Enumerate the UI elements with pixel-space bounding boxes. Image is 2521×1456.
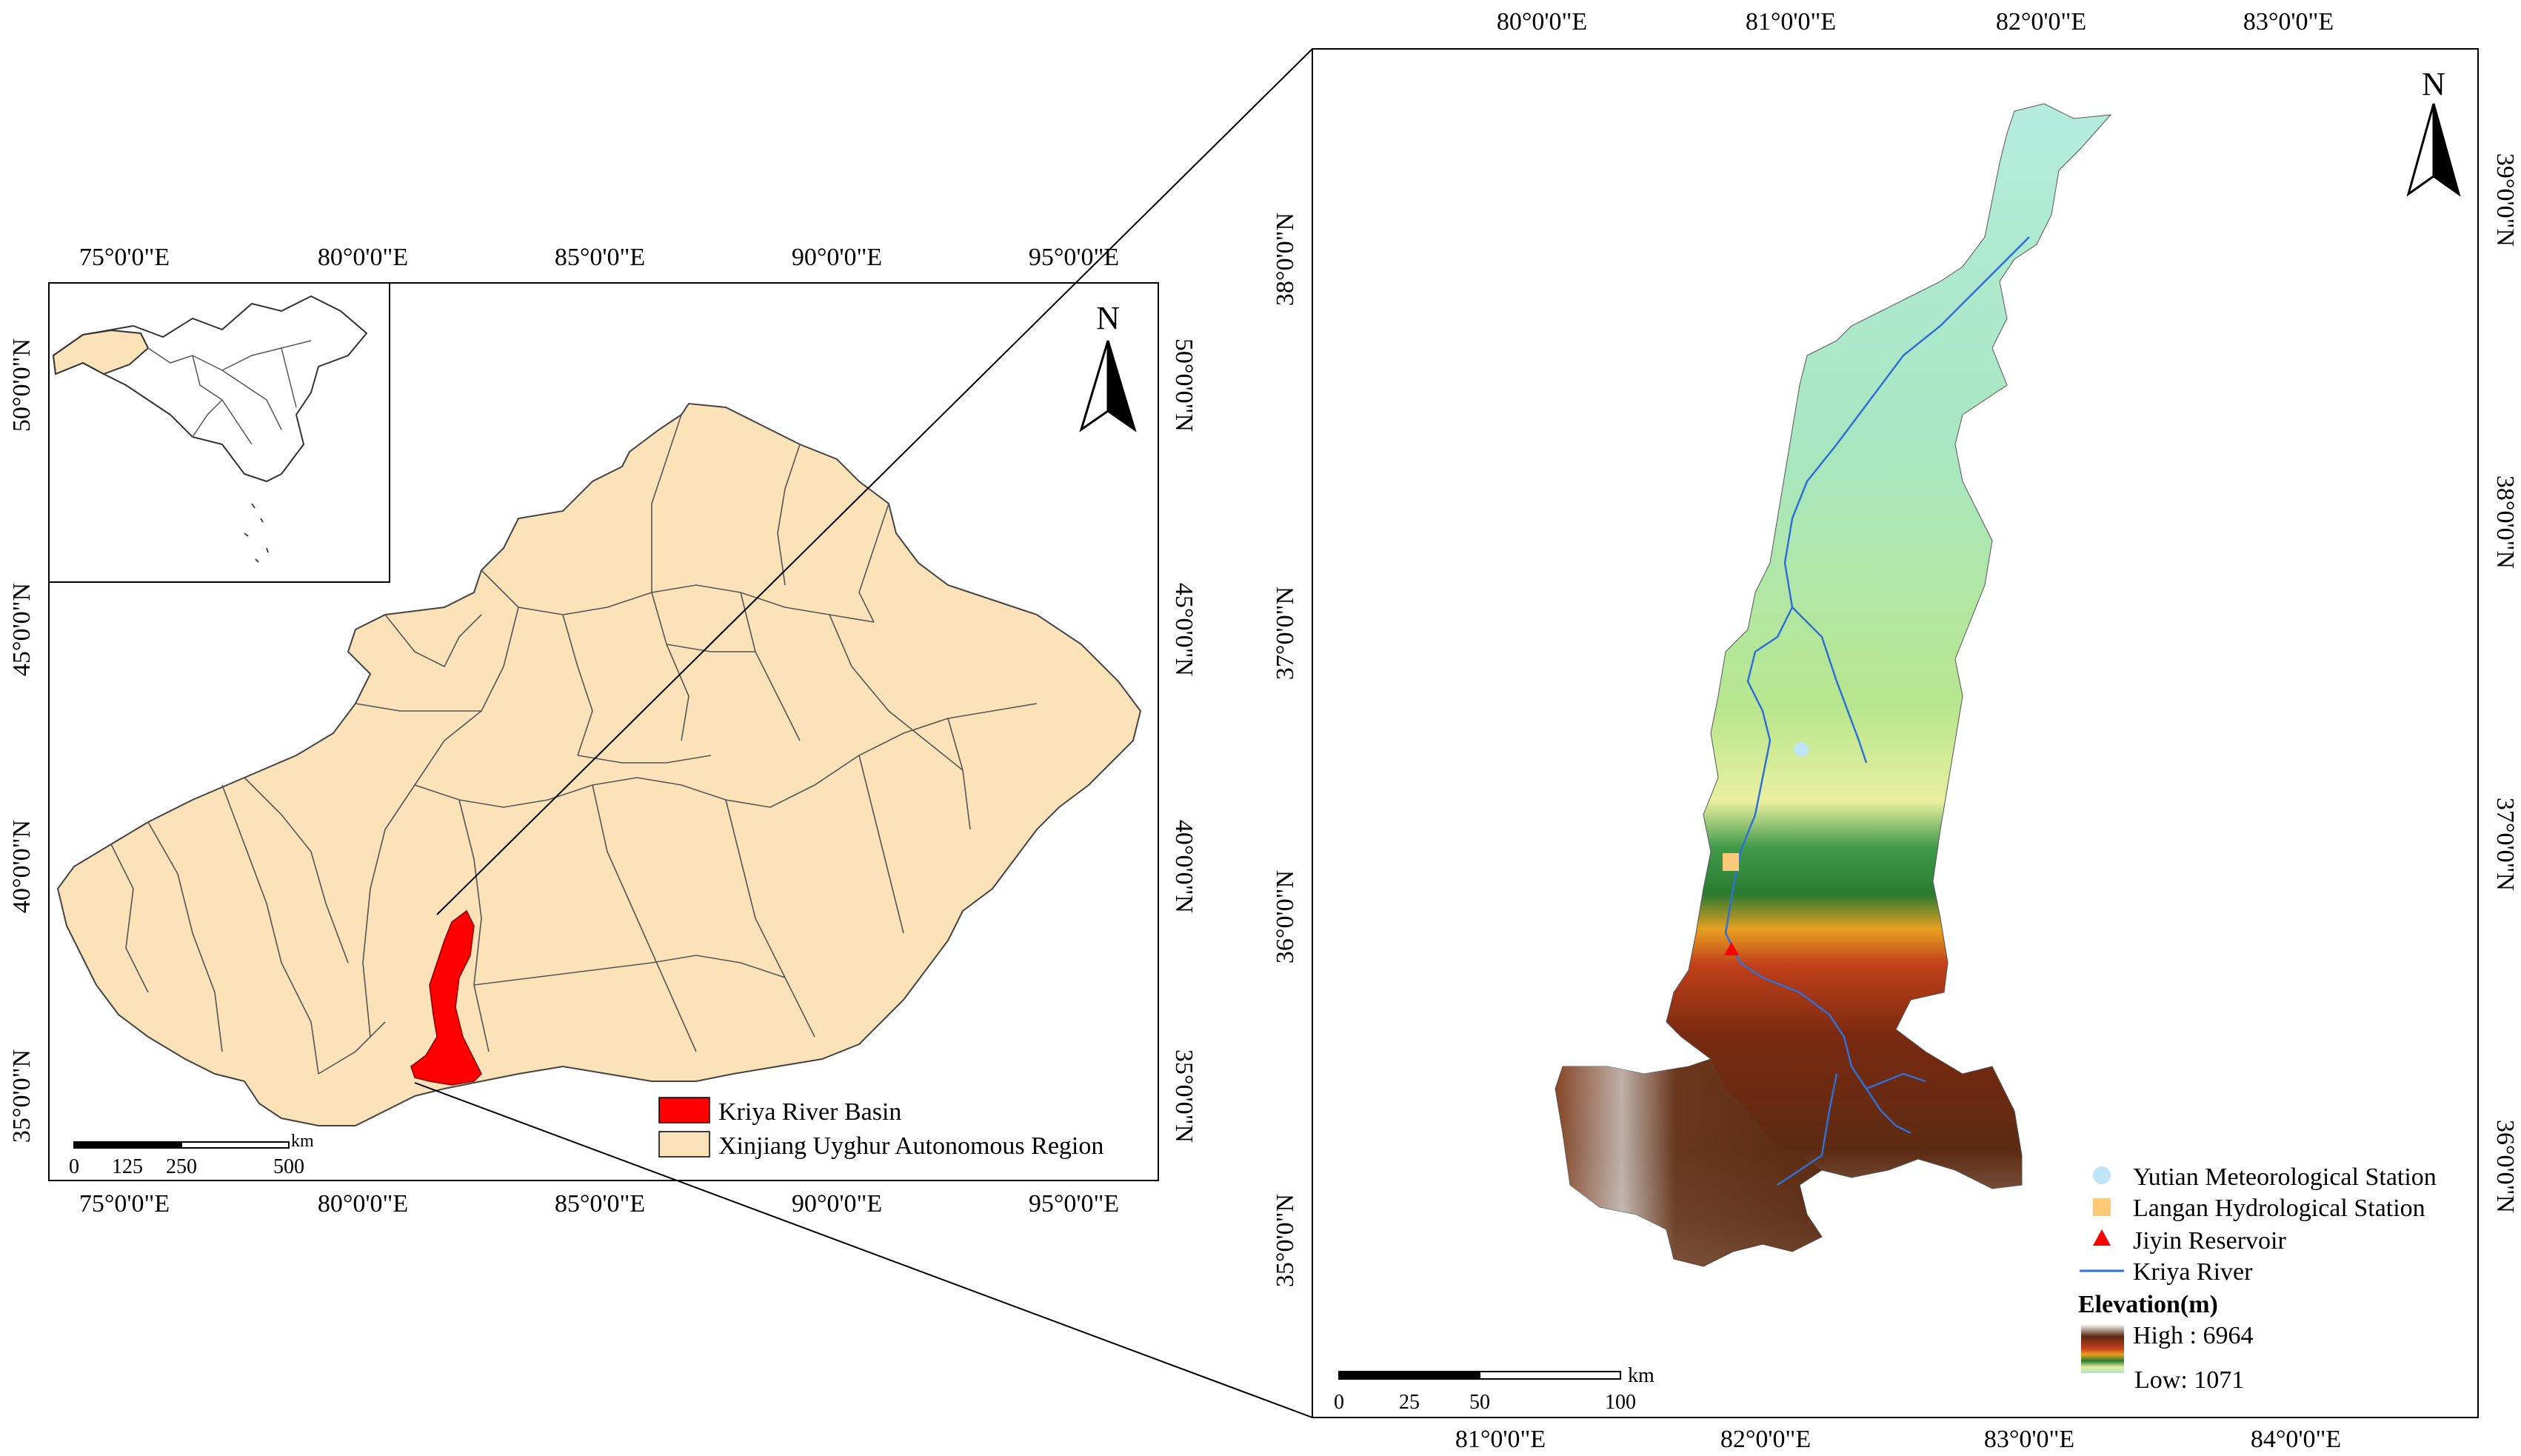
legend-yutian-symbol <box>2093 1166 2111 1184</box>
right-left-lat-label: 38°0'0"N <box>1272 213 1299 306</box>
left-map-frame <box>48 282 1159 1181</box>
kriya-basin-left <box>410 909 482 1086</box>
left-lat-label: 35°0'0"N <box>8 1049 36 1143</box>
legend-label-xinjiang: Xinjiang Uyghur Autonomous Region <box>718 1132 1103 1160</box>
left-lat-label: 40°0'0"N <box>8 820 36 913</box>
china-inset <box>48 282 390 583</box>
right-right-lat-label: 38°0'0"N <box>2491 475 2519 569</box>
left-bottom-lon-label: 95°0'0"E <box>1029 1190 1119 1218</box>
right-right-lat-label: 39°0'0"N <box>2491 153 2519 247</box>
left-scale-unit: km <box>291 1132 314 1151</box>
left-right-lat-label: 50°0'0"N <box>1170 338 1198 432</box>
right-scale-tick: 50 <box>1469 1391 1490 1414</box>
xinjiang-region <box>56 402 1142 1126</box>
legend-langan-symbol <box>2093 1198 2111 1216</box>
legend-river-label: Kriya River <box>2133 1258 2253 1286</box>
southern-highlands <box>1555 1059 1822 1266</box>
left-scale-tick: 250 <box>166 1155 197 1178</box>
left-right-lat-label: 35°0'0"N <box>1170 1049 1198 1143</box>
legend-elevation-high: High : 6964 <box>2133 1322 2253 1349</box>
left-lat-label: 45°0'0"N <box>8 583 36 676</box>
right-scale-tick: 0 <box>1334 1391 1344 1414</box>
right-bottom-lon-label: 83°0'0"E <box>1984 1426 2074 1453</box>
south-china-sea-islands <box>244 503 269 563</box>
left-scale-tick: 125 <box>112 1155 143 1178</box>
right-right-lat-label: 36°0'0"N <box>2491 1120 2519 1213</box>
legend-swatch-xinjiang <box>658 1131 710 1158</box>
left-map: 75°0'0"E 80°0'0"E 85°0'0"E 90°0'0"E 95°0… <box>8 244 1198 1218</box>
left-bottom-lon-label: 80°0'0"E <box>318 1190 408 1218</box>
legend-yutian-label: Yutian Meteorological Station <box>2133 1163 2437 1191</box>
left-top-lon-label: 75°0'0"E <box>79 244 170 271</box>
left-right-lat-label: 40°0'0"N <box>1170 820 1198 913</box>
left-bottom-lon-label: 85°0'0"E <box>555 1190 645 1218</box>
legend-jiyin-symbol <box>2093 1229 2111 1246</box>
left-top-lon-label: 90°0'0"E <box>792 244 882 271</box>
left-top-lon-label: 80°0'0"E <box>318 244 408 271</box>
kriya-river <box>1724 236 2030 1186</box>
xinjiang-inset-highlight <box>52 329 150 375</box>
jiyin-reservoir-marker <box>1724 942 1739 955</box>
right-top-lon-label: 81°0'0"E <box>1746 8 1836 36</box>
right-left-lat-label: 36°0'0"N <box>1272 870 1299 964</box>
left-bottom-lon-label: 90°0'0"E <box>792 1190 882 1218</box>
right-map-frame <box>1312 48 2479 1418</box>
left-legend: Kriya River Basin Xinjiang Uyghur Autono… <box>658 1097 1103 1160</box>
right-bottom-lon-label: 81°0'0"E <box>1455 1426 1546 1453</box>
right-map: 80°0'0"E 81°0'0"E 82°0'0"E 83°0'0"E 81°0… <box>1272 8 2519 1453</box>
left-north-letter: N <box>1096 300 1120 336</box>
yutian-station-marker <box>1794 742 1809 757</box>
left-north-arrow: N <box>1079 300 1137 433</box>
legend-elevation-low: Low: 1071 <box>2134 1366 2244 1394</box>
left-scale-tick: 0 <box>69 1155 79 1178</box>
left-right-lat-label: 45°0'0"N <box>1170 583 1198 676</box>
left-top-lon-label: 95°0'0"E <box>1029 244 1119 271</box>
right-scale-unit: km <box>1628 1364 1654 1387</box>
right-bottom-lon-label: 82°0'0"E <box>1720 1426 1811 1453</box>
right-scale-bar: km 0 25 50 100 <box>1334 1364 1654 1414</box>
left-top-lon-label: 85°0'0"E <box>555 244 645 271</box>
right-north-letter: N <box>2422 66 2445 102</box>
langan-station-marker <box>1723 853 1739 871</box>
legend-langan-label: Langan Hydrological Station <box>2133 1195 2425 1222</box>
right-scale-tick: 100 <box>1605 1391 1636 1414</box>
right-top-lon-label: 80°0'0"E <box>1497 8 1587 36</box>
left-scale-tick: 500 <box>273 1155 304 1178</box>
legend-jiyin-label: Jiyin Reservoir <box>2133 1227 2286 1255</box>
legend-elevation-ramp <box>2081 1324 2124 1373</box>
right-right-lat-label: 37°0'0"N <box>2491 798 2519 891</box>
right-bottom-lon-label: 84°0'0"E <box>2251 1426 2341 1453</box>
left-scale-bar: km 0 125 250 500 <box>69 1132 314 1178</box>
right-legend: Yutian Meteorological Station Langan Hyd… <box>2078 1163 2437 1394</box>
right-left-lat-label: 37°0'0"N <box>1272 587 1299 680</box>
right-left-lat-label: 35°0'0"N <box>1272 1194 1299 1287</box>
zoom-connector-lines <box>414 48 1313 1418</box>
right-north-arrow: N <box>2406 66 2461 197</box>
county-boundaries <box>110 414 1038 1075</box>
legend-label-basin: Kriya River Basin <box>718 1098 901 1126</box>
right-top-lon-label: 83°0'0"E <box>2243 8 2334 36</box>
legend-swatch-basin <box>658 1097 710 1123</box>
china-provinces-inset <box>147 340 312 445</box>
left-lat-label: 50°0'0"N <box>8 338 36 432</box>
right-scale-tick: 25 <box>1399 1391 1420 1414</box>
legend-elevation-title: Elevation(m) <box>2078 1291 2218 1318</box>
left-bottom-lon-label: 75°0'0"E <box>79 1190 170 1218</box>
right-top-lon-label: 82°0'0"E <box>1996 8 2086 36</box>
